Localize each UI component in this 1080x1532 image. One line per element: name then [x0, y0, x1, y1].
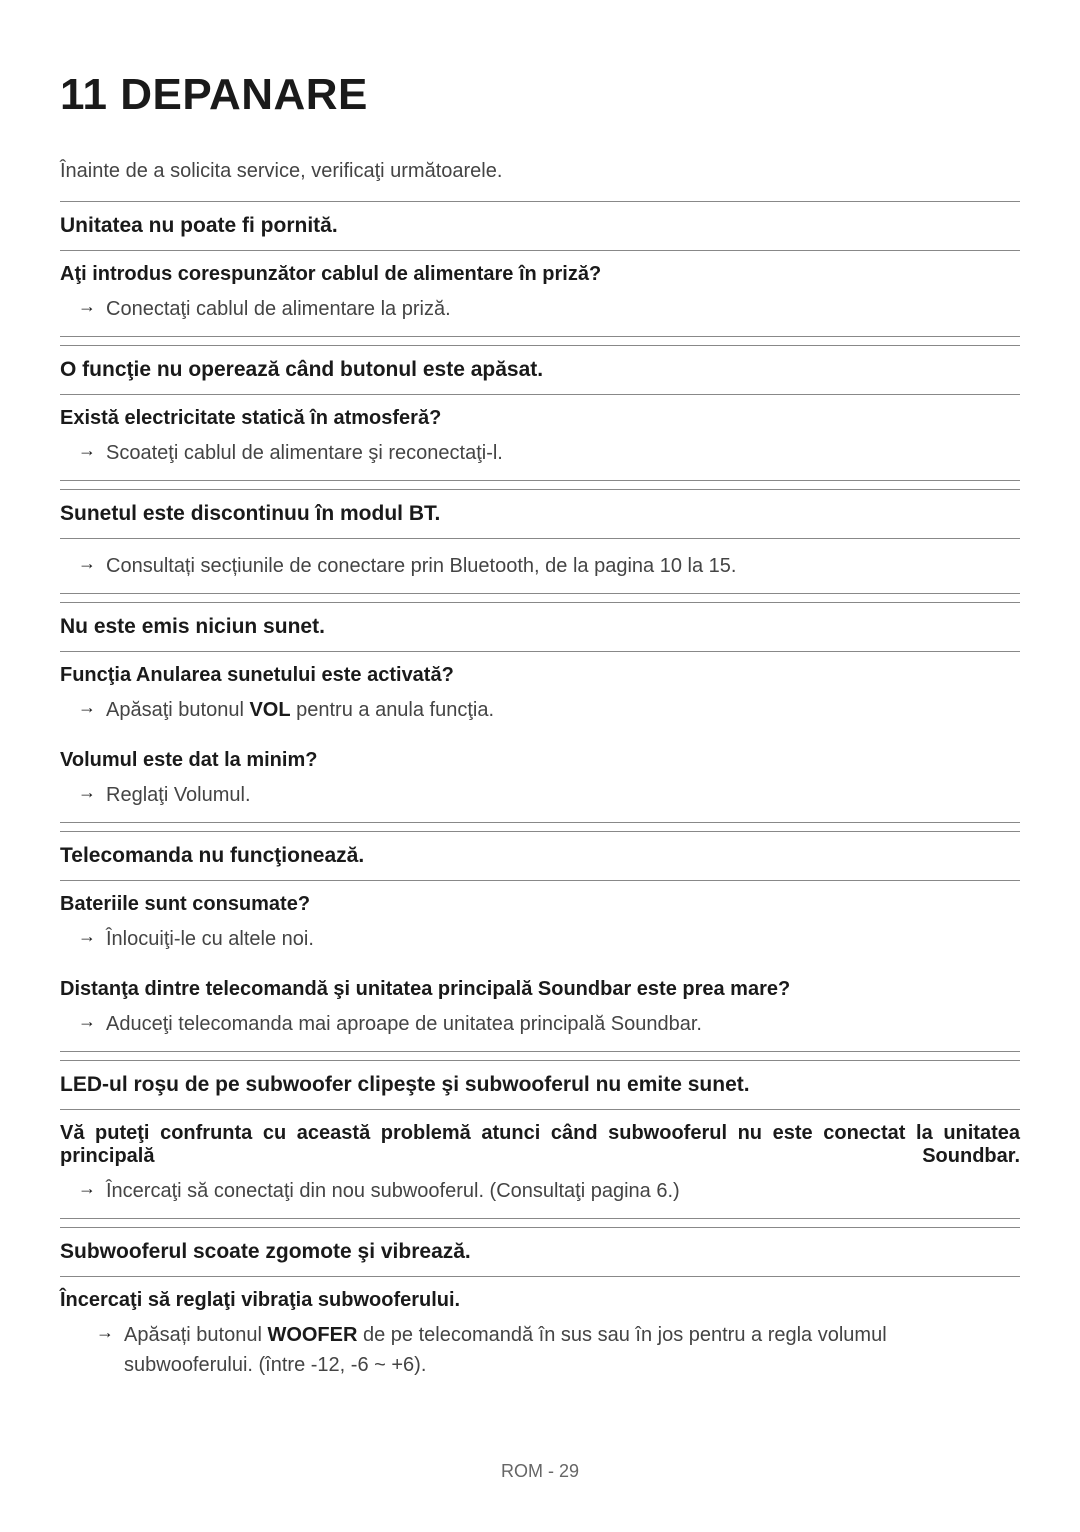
arrow-icon: →: [78, 553, 96, 574]
question-text: Există electricitate statică în atmosfer…: [60, 407, 1020, 430]
section-header: Nu este emis niciun sunet.: [60, 602, 1020, 652]
answer-row: → Încercaţi să conectaţi din nou subwoofe…: [60, 1172, 1020, 1219]
question-text: Distanţa dintre telecomandă şi unitatea …: [60, 978, 1020, 1001]
section-header: Sunetul este discontinuu în modul BT.: [60, 489, 1020, 539]
answer-row: → Apăsaţi butonul VOL pentru a anula func…: [60, 691, 1020, 737]
answer-text: Apăsați butonul WOOFER de pe telecomandă…: [124, 1320, 1020, 1380]
section-header: Telecomanda nu funcţionează.: [60, 831, 1020, 881]
answer-text: Apăsaţi butonul VOL pentru a anula funcţ…: [106, 695, 1020, 725]
bold-term: WOOFER: [267, 1324, 357, 1346]
answer-row: → Aduceţi telecomanda mai aproape de unit…: [60, 1005, 1020, 1052]
answer-row: → Reglaţi Volumul.: [60, 776, 1020, 823]
arrow-icon: →: [78, 1178, 96, 1199]
answer-text: Reglaţi Volumul.: [106, 780, 1020, 810]
section-header: O funcţie nu operează când butonul este …: [60, 345, 1020, 395]
question-text: Bateriile sunt consumate?: [60, 893, 1020, 916]
arrow-icon: →: [78, 697, 96, 718]
answer-text: Aduceţi telecomanda mai aproape de unita…: [106, 1009, 1020, 1039]
arrow-icon: →: [78, 296, 96, 317]
arrow-icon: →: [96, 1322, 114, 1343]
answer-row: → Scoateţi cablul de alimentare şi recone…: [60, 434, 1020, 481]
bold-term: VOL: [249, 699, 290, 721]
arrow-icon: →: [78, 440, 96, 461]
troubleshooting-content: Unitatea nu poate fi pornită. Aţi introdu…: [60, 201, 1020, 1392]
question-text: Volumul este dat la minim?: [60, 749, 1020, 772]
answer-row: → Conectaţi cablul de alimentare la priză…: [60, 290, 1020, 337]
section-header: Subwooferul scoate zgomote şi vibrează.: [60, 1227, 1020, 1277]
intro-text: Înainte de a solicita service, verificaţ…: [60, 160, 1020, 183]
answer-row: → Înlocuiţi-le cu altele noi.: [60, 920, 1020, 966]
question-text: Aţi introdus corespunzător cablul de ali…: [60, 263, 1020, 286]
arrow-icon: →: [78, 1011, 96, 1032]
answer-row: → Consultați secțiunile de conectare prin…: [60, 539, 1020, 594]
answer-row: → Apăsați butonul WOOFER de pe telecomand…: [60, 1316, 1020, 1392]
answer-text: Conectaţi cablul de alimentare la priză.: [106, 294, 1020, 324]
arrow-icon: →: [78, 782, 96, 803]
page-footer: ROM - 29: [0, 1461, 1080, 1482]
section-header: LED-ul roşu de pe subwoofer clipeşte şi …: [60, 1060, 1020, 1110]
question-text: Vă puteţi confrunta cu această problemă …: [60, 1122, 1020, 1168]
question-text: Funcţia Anularea sunetului este activată…: [60, 664, 1020, 687]
section-header: Unitatea nu poate fi pornită.: [60, 201, 1020, 251]
question-text: Încercaţi să reglaţi vibraţia subwooferu…: [60, 1289, 1020, 1312]
arrow-icon: →: [78, 926, 96, 947]
answer-text: Încercaţi să conectaţi din nou subwoofer…: [106, 1176, 1020, 1206]
page-title: 11 DEPANARE: [60, 70, 1020, 120]
answer-text: Scoateţi cablul de alimentare şi reconec…: [106, 438, 1020, 468]
answer-text: Consultați secțiunile de conectare prin …: [106, 551, 1020, 581]
answer-text: Înlocuiţi-le cu altele noi.: [106, 924, 1020, 954]
